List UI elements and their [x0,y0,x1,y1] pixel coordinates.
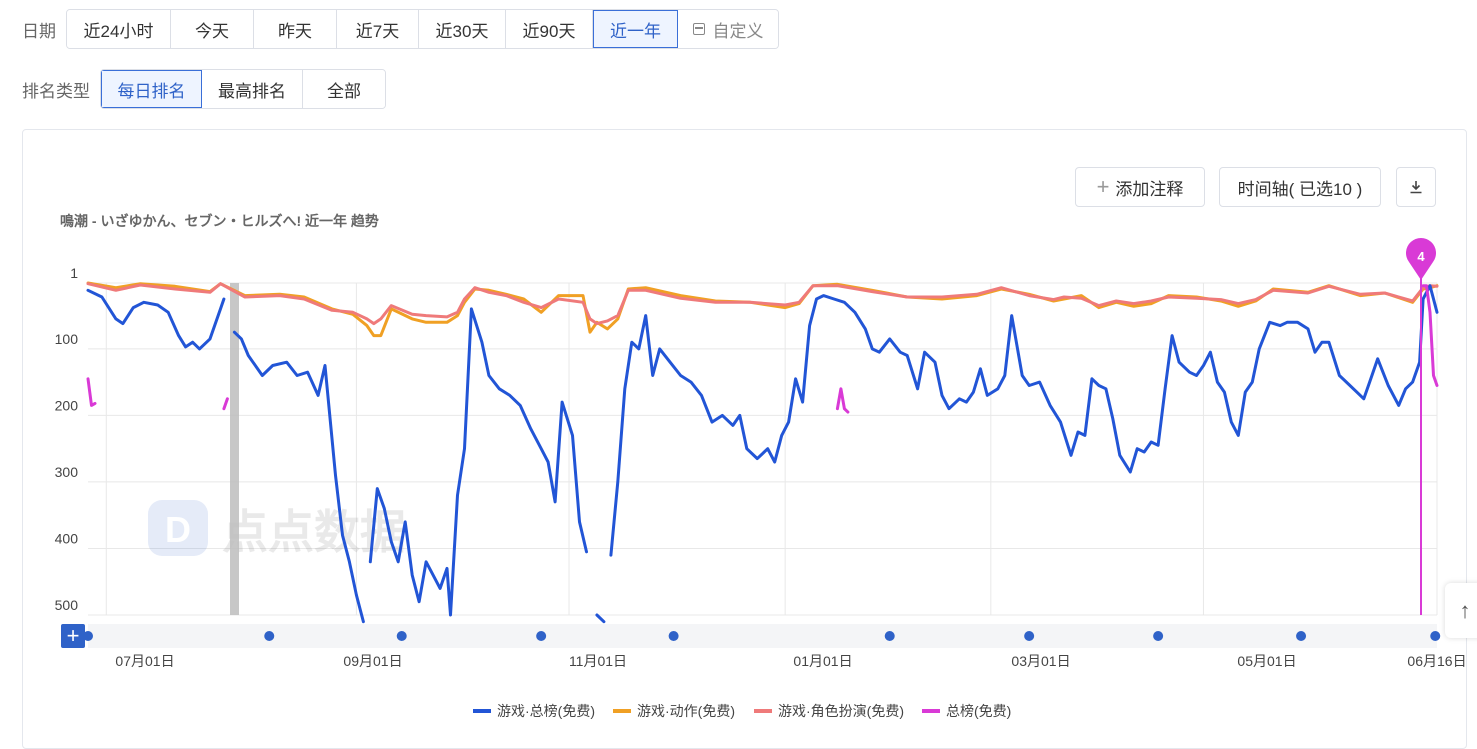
calendar-icon [692,23,705,35]
legend-label: 游戏·总榜(免费) [497,703,595,719]
x-tick-label: 06月16日 [1407,653,1466,669]
date-option-30d[interactable]: 近30天 [419,10,506,48]
rank-option-all[interactable]: 全部 [303,70,385,108]
series-line-3 [86,284,1439,414]
slider-dot [536,631,547,641]
watermark-logo [148,500,208,556]
series-line-0 [86,284,1439,624]
map-pin-icon: 4 [1406,237,1437,615]
date-filter-row: 日期 近24小时 今天 昨天 近7天 近30天 近90天 近一年 自定义 [22,9,779,49]
slider-dot [264,631,275,641]
plus-icon: + [67,623,80,648]
chart-grid [88,282,1438,616]
series-line-1 [86,281,1439,338]
marker-label: 4 [1417,249,1425,264]
add-note-button[interactable]: + 添加注释 [1075,167,1205,207]
date-options: 近24小时 今天 昨天 近7天 近30天 近90天 近一年 自定义 [66,9,779,49]
y-tick-label: 1 [70,265,78,281]
x-tick-label: 11月01日 [569,653,627,669]
legend-label: 总榜(免费) [946,703,1011,719]
y-tick-label: 500 [55,597,79,613]
add-note-label: 添加注释 [1115,179,1184,199]
x-tick-label: 01月01日 [793,653,852,669]
x-tick-label: 03月01日 [1011,653,1070,669]
slider-dot [1024,631,1035,641]
timeline-button[interactable]: 时间轴( 已选10 ) [1219,167,1381,207]
x-axis-ticks: 07月01日 09月01日 11月01日 01月01日 03月01日 05月01日 06月1… [115,653,1466,669]
date-option-yesterday[interactable]: 昨天 [254,10,337,48]
slider-dot [1430,631,1441,641]
y-tick-label: 300 [55,464,79,480]
x-tick-label: 09月01日 [343,653,402,669]
date-option-24h[interactable]: 近24小时 [67,10,171,48]
y-tick-label: 200 [55,397,79,413]
y-axis-ticks: 1 100 200 300 400 500 [55,265,79,613]
download-icon [1410,181,1422,194]
arrow-up-icon: ↑ [1459,597,1471,623]
legend-label: 游戏·角色扮演(免费) [778,703,904,719]
slider-track [88,624,1437,648]
chart-series [86,281,1439,624]
slider-add-button [61,624,85,648]
watermark-logo-letter: D [165,509,191,550]
rank-option-highest[interactable]: 最高排名 [202,70,303,108]
legend-label: 游戏·动作(免费) [637,703,735,719]
watermark-text: 点点数据 [222,506,406,558]
x-tick-label: 05月01日 [1237,653,1296,669]
chart-legend: 游戏·总榜(免费) 游戏·动作(免费) 游戏·角色扮演(免费) 总榜(免费) [473,703,1011,719]
rank-filter-row: 排名类型 每日排名 最高排名 全部 [22,69,386,109]
date-option-today[interactable]: 今天 [171,10,254,48]
download-button[interactable] [1396,167,1436,207]
date-option-1y[interactable]: 近一年 [593,10,678,48]
custom-label: 自定义 [712,21,764,41]
date-option-custom[interactable]: 自定义 [678,10,778,48]
slider-dot [884,631,895,641]
date-option-7d[interactable]: 近7天 [337,10,419,48]
watermark: D 点点数据 [148,500,406,558]
date-label: 日期 [22,21,56,41]
slider-dot [396,631,407,641]
series-line-2 [86,282,1439,326]
back-to-top-button[interactable]: ↑ [1445,583,1477,638]
date-option-90d[interactable]: 近90天 [506,10,593,48]
rank-option-daily[interactable]: 每日排名 [101,70,202,108]
slider-dot [668,631,679,641]
slider-dot [1153,631,1164,641]
y-tick-label: 400 [55,530,79,546]
timeline-slider: + [61,623,1441,648]
plus-icon: + [1096,174,1110,199]
marker-pin [1406,237,1437,280]
y-tick-label: 100 [55,331,79,347]
slider-dot [83,631,93,641]
x-tick-label: 07月01日 [115,653,174,669]
timeline-cursor [230,283,239,615]
chart-title: 鳴潮 - いざゆかん、セブン・ヒルズへ! 近一年 趋势 [60,213,379,229]
rank-label: 排名类型 [22,81,90,101]
slider-dot [1296,631,1307,641]
rank-options: 每日排名 最高排名 全部 [100,69,386,109]
